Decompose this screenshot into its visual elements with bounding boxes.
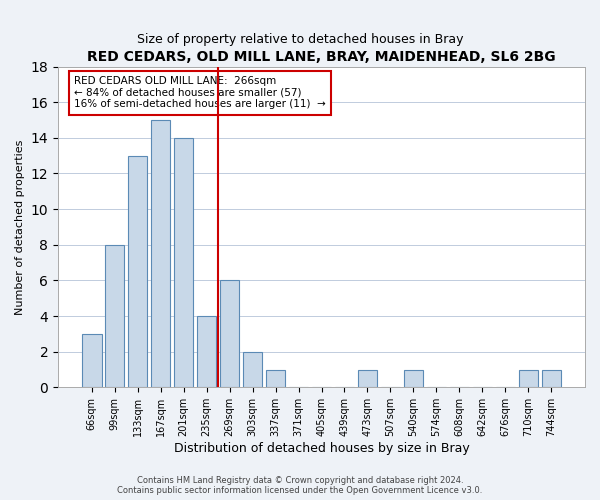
Bar bbox=[404, 370, 423, 388]
Bar bbox=[243, 352, 262, 388]
X-axis label: Distribution of detached houses by size in Bray: Distribution of detached houses by size … bbox=[173, 442, 469, 455]
Bar bbox=[220, 280, 239, 388]
Bar bbox=[518, 370, 538, 388]
Bar bbox=[128, 156, 148, 388]
Bar bbox=[105, 245, 124, 388]
Bar bbox=[82, 334, 101, 388]
Bar bbox=[197, 316, 217, 388]
Bar bbox=[542, 370, 561, 388]
Text: Size of property relative to detached houses in Bray: Size of property relative to detached ho… bbox=[137, 32, 463, 46]
Bar bbox=[151, 120, 170, 388]
Y-axis label: Number of detached properties: Number of detached properties bbox=[15, 140, 25, 314]
Text: RED CEDARS OLD MILL LANE:  266sqm
← 84% of detached houses are smaller (57)
16% : RED CEDARS OLD MILL LANE: 266sqm ← 84% o… bbox=[74, 76, 326, 110]
Text: Contains HM Land Registry data © Crown copyright and database right 2024.
Contai: Contains HM Land Registry data © Crown c… bbox=[118, 476, 482, 495]
Bar bbox=[358, 370, 377, 388]
Bar bbox=[174, 138, 193, 388]
Bar bbox=[266, 370, 286, 388]
Title: RED CEDARS, OLD MILL LANE, BRAY, MAIDENHEAD, SL6 2BG: RED CEDARS, OLD MILL LANE, BRAY, MAIDENH… bbox=[87, 50, 556, 64]
